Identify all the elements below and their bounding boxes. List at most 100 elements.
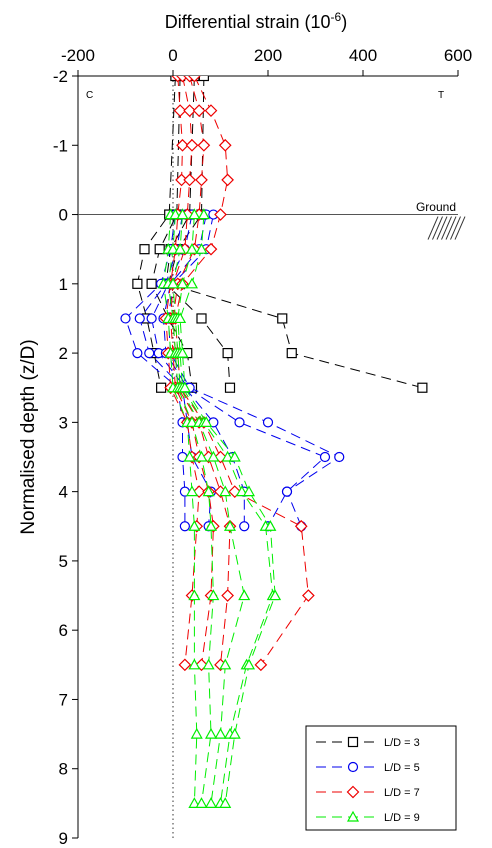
data-point: [204, 520, 218, 531]
compression-corner-label: C: [86, 90, 93, 101]
ground-hatch: [427, 216, 466, 240]
data-point: [294, 519, 308, 533]
y-tick-label: -1: [53, 136, 68, 155]
data-point: [219, 485, 232, 497]
data-point: [173, 104, 187, 117]
series-line: [162, 214, 326, 527]
y-tick-label: 7: [59, 690, 68, 709]
data-point: [198, 76, 209, 82]
x-tick-label: 0: [168, 46, 177, 65]
data-point: [183, 450, 196, 462]
data-point: [197, 138, 211, 152]
data-point: [178, 381, 191, 393]
series-line: [139, 214, 212, 527]
legend-label: L/D = 7: [384, 787, 420, 799]
data-point: [262, 417, 274, 428]
y-tick-label: 9: [59, 829, 68, 848]
data-point: [195, 173, 208, 187]
series-line: [165, 76, 231, 388]
data-point: [269, 589, 282, 601]
series-line: [167, 214, 214, 804]
data-point: [239, 521, 250, 532]
data-point: [207, 589, 220, 601]
y-tick-label: 6: [59, 621, 68, 640]
x-axis-title-sup: -6: [331, 10, 342, 24]
data-point: [176, 208, 189, 220]
legend-label: L/D = 3: [384, 737, 420, 749]
ground-hatch-stroke: [427, 216, 439, 240]
data-point: [218, 138, 232, 152]
y-tick-label: 0: [59, 206, 68, 225]
data-point: [188, 589, 201, 601]
data-point: [134, 313, 145, 324]
data-point: [254, 658, 268, 672]
data-point: [195, 797, 208, 808]
data-point: [202, 658, 215, 670]
data-point: [286, 347, 297, 359]
legend: L/D = 3 L/D = 5 L/D = 7 L/D = 9: [305, 725, 457, 831]
data-point: [169, 208, 182, 220]
data-point: [176, 138, 189, 152]
data-point: [166, 277, 180, 289]
data-point: [238, 589, 251, 601]
data-point: [195, 450, 208, 462]
series-line: [170, 76, 214, 665]
data-point: [200, 416, 213, 427]
data-point: [188, 797, 201, 808]
data-point: [242, 485, 256, 497]
data-point: [302, 589, 315, 602]
data-point: [195, 242, 208, 254]
data-point: [242, 658, 256, 670]
series-line: [167, 76, 423, 389]
data-point: [188, 520, 201, 531]
data-point: [228, 727, 241, 739]
legend-marker: [347, 761, 359, 773]
data-point: [204, 242, 218, 256]
data-point: [179, 521, 190, 532]
data-point: [219, 658, 232, 670]
data-point: [214, 727, 227, 739]
data-point: [417, 382, 428, 393]
series-line: [179, 214, 276, 804]
data-point: [178, 658, 192, 672]
data-point: [224, 382, 236, 393]
data-point: [281, 486, 293, 497]
y-tick-label: 4: [59, 483, 68, 502]
data-point: [221, 589, 234, 602]
data-point: [219, 797, 232, 808]
series-line: [165, 76, 200, 665]
x-tick-label: 200: [254, 46, 282, 65]
y-tick-label: 8: [59, 760, 68, 779]
data-point: [228, 450, 241, 462]
data-point: [154, 244, 165, 255]
data-point: [185, 416, 199, 427]
data-point: [120, 313, 131, 324]
data-point: [188, 76, 201, 83]
x-axis-title-main: Differential strain (10: [165, 12, 331, 32]
legend-box: [305, 725, 457, 831]
ground-hatch-stroke: [441, 216, 452, 240]
data-point: [166, 242, 180, 254]
axes-layer: -200 0 200 400 600 -2 -1 0 1 2 3 4 5 6 7 8 9: [53, 46, 472, 848]
data-point: [185, 485, 199, 497]
data-point: [223, 520, 237, 531]
series-line: [124, 214, 186, 527]
data-point: [202, 485, 215, 497]
x-tick-label: 600: [444, 46, 472, 65]
data-point: [146, 278, 157, 289]
data-point: [214, 208, 227, 221]
data-point: [188, 208, 201, 220]
legend-marker: [347, 736, 359, 748]
x-axis-title-tail: ): [341, 12, 347, 32]
series-4: [157, 208, 282, 808]
data-point: [207, 450, 220, 462]
data-point: [192, 104, 206, 117]
series-line: [177, 214, 274, 804]
data-point: [196, 313, 207, 324]
data-point: [183, 173, 196, 187]
series-line: [172, 76, 231, 665]
ground-hatch-stroke: [450, 216, 461, 240]
legend-label: L/D = 5: [384, 762, 420, 774]
data-point: [146, 313, 157, 324]
